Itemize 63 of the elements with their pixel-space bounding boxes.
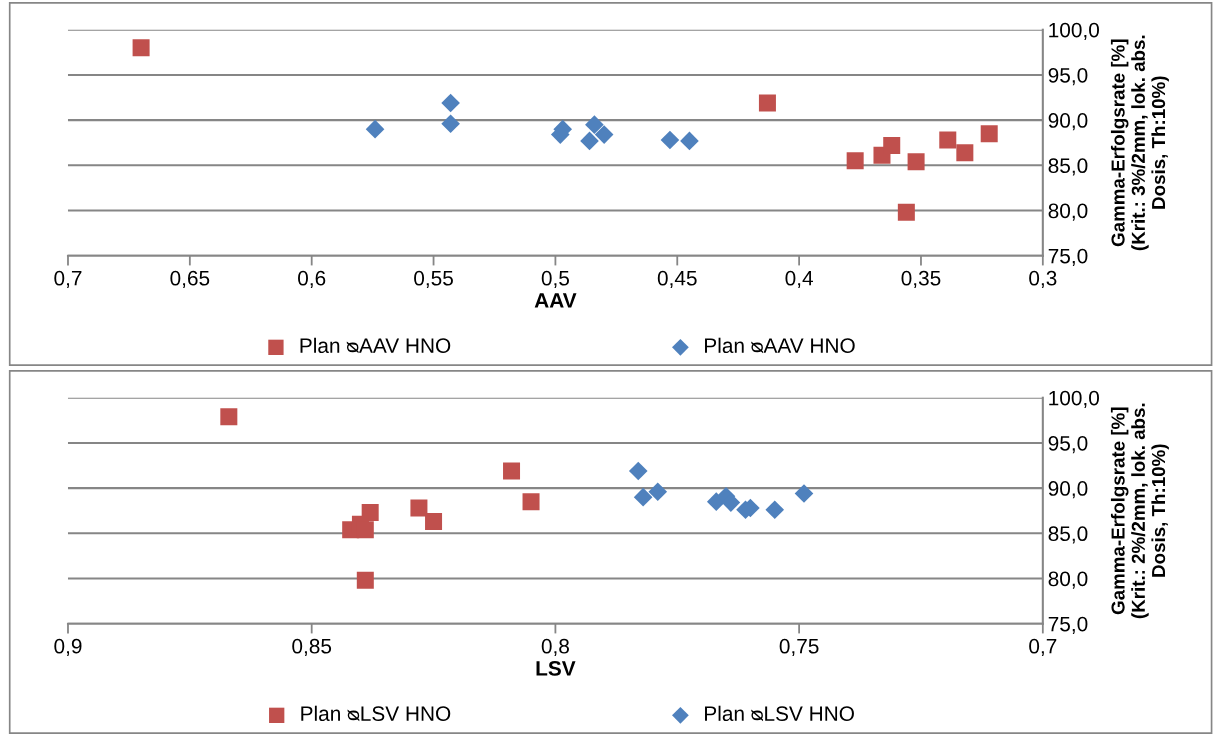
x-tick-label: 0,6 bbox=[298, 270, 326, 289]
x-tick-label: 0,45 bbox=[657, 270, 697, 289]
point bbox=[794, 484, 814, 503]
x-axis-title: AAV bbox=[534, 293, 577, 308]
point bbox=[503, 462, 521, 480]
point bbox=[758, 94, 776, 112]
y-tick-label: 85,0 bbox=[1048, 158, 1088, 176]
point bbox=[765, 500, 785, 520]
point bbox=[660, 130, 680, 150]
point bbox=[220, 408, 238, 426]
y-tick-label: 100,0 bbox=[1049, 22, 1100, 40]
x-tick-label: 0,9 bbox=[54, 638, 82, 657]
y-tick-label: 80,0 bbox=[1048, 203, 1088, 221]
y-tick-label: 95,0 bbox=[1048, 435, 1088, 454]
x-tick-label: 0,85 bbox=[292, 638, 332, 657]
point bbox=[648, 482, 668, 502]
y-axis-title: Gamma-Erfolgsrate [%] (Krit.: 2%/2mm, lok. abs. Dosis, Th:10%) bbox=[1110, 403, 1169, 619]
point bbox=[633, 487, 653, 507]
point bbox=[907, 153, 925, 171]
point bbox=[522, 493, 540, 511]
y-tick-label: 75,0 bbox=[1048, 248, 1088, 266]
point bbox=[356, 571, 374, 589]
x-tick-label: 0,8 bbox=[541, 638, 569, 657]
point bbox=[441, 93, 460, 113]
y-tick-label: 95,0 bbox=[1048, 67, 1088, 86]
legend-label: Plan ᴓLSV HNO bbox=[705, 705, 854, 722]
point bbox=[939, 131, 957, 149]
point bbox=[980, 125, 998, 143]
point bbox=[585, 115, 604, 134]
point bbox=[594, 125, 614, 144]
legend-label: Plan ᴓAAV HNO bbox=[705, 337, 855, 354]
y-axis-title: Gamma-Erfolgsrate [%] (Krit.: 3%/2mm, lok. abs. Dosis, Th:10%) bbox=[1110, 35, 1169, 251]
point bbox=[441, 114, 460, 134]
point bbox=[356, 521, 374, 539]
point bbox=[365, 119, 385, 139]
y-tick-label: 90,0 bbox=[1048, 113, 1088, 131]
x-tick-label: 0,65 bbox=[170, 270, 210, 289]
point bbox=[897, 203, 915, 221]
x-tick-label: 0,4 bbox=[785, 270, 813, 289]
x-tick-label: 0,55 bbox=[414, 270, 453, 289]
point bbox=[680, 131, 699, 151]
x-axis-title: LSV bbox=[536, 661, 576, 676]
y-tick-label: 90,0 bbox=[1048, 481, 1088, 499]
point bbox=[956, 144, 974, 162]
y-tick-label: 100,0 bbox=[1049, 390, 1100, 408]
legend-label: Plan ᴓAAV HNO bbox=[300, 337, 451, 354]
point bbox=[846, 152, 864, 170]
y-tick-label: 85,0 bbox=[1048, 526, 1088, 544]
legend-label: Plan ᴓLSV HNO bbox=[301, 705, 451, 722]
point bbox=[410, 499, 428, 517]
x-tick-label: 0,75 bbox=[779, 638, 819, 657]
y-tick-label: 80,0 bbox=[1048, 571, 1088, 589]
x-tick-label: 0,7 bbox=[1029, 638, 1057, 657]
point bbox=[132, 39, 150, 57]
x-tick-label: 0,3 bbox=[1029, 270, 1057, 289]
point bbox=[628, 461, 648, 481]
point bbox=[883, 136, 901, 154]
x-tick-label: 0,5 bbox=[541, 270, 570, 289]
point bbox=[425, 513, 443, 531]
x-tick-label: 0,35 bbox=[901, 270, 941, 289]
x-tick-label: 0,7 bbox=[54, 270, 82, 289]
point bbox=[580, 131, 599, 151]
y-tick-label: 75,0 bbox=[1048, 616, 1088, 634]
